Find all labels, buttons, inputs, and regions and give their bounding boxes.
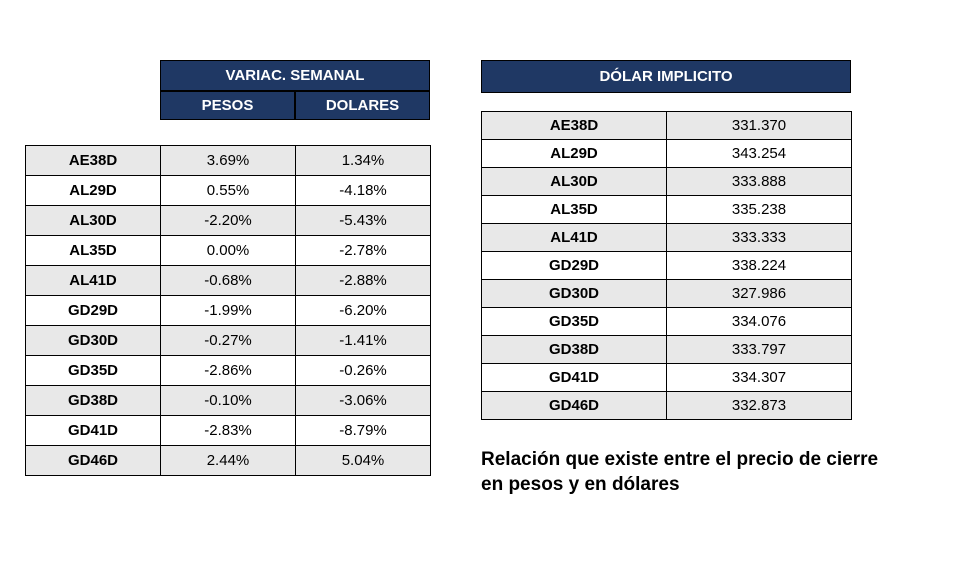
value-cell: 343.254 — [667, 140, 852, 168]
right-header: DÓLAR IMPLICITO — [481, 60, 851, 93]
dolares-cell: -0.26% — [296, 356, 431, 386]
dolar-implicito-table: AE38D331.370AL29D343.254AL30D333.888AL35… — [481, 111, 852, 420]
value-cell: 333.888 — [667, 168, 852, 196]
table-row: AL30D333.888 — [482, 168, 852, 196]
left-header-main: VARIAC. SEMANAL — [160, 60, 430, 91]
caption-text: Relación que existe entre el precio de c… — [481, 448, 881, 497]
ticker-cell: GD46D — [26, 446, 161, 476]
pesos-cell: -0.10% — [161, 386, 296, 416]
pesos-cell: 0.00% — [161, 236, 296, 266]
ticker-cell: GD29D — [26, 296, 161, 326]
left-header-row: VARIAC. SEMANAL — [25, 60, 431, 91]
value-cell: 327.986 — [667, 280, 852, 308]
table-row: GD29D-1.99%-6.20% — [26, 296, 431, 326]
ticker-cell: AE38D — [26, 146, 161, 176]
ticker-cell: AL29D — [26, 176, 161, 206]
main-container: VARIAC. SEMANAL PESOS DOLARES AE38D3.69%… — [0, 0, 980, 517]
table-row: AL30D-2.20%-5.43% — [26, 206, 431, 236]
dolares-cell: -3.06% — [296, 386, 431, 416]
table-row: AL41D333.333 — [482, 224, 852, 252]
table-row: GD30D-0.27%-1.41% — [26, 326, 431, 356]
table-row: AL35D335.238 — [482, 196, 852, 224]
header-spacer — [25, 60, 160, 91]
ticker-cell: AL41D — [26, 266, 161, 296]
pesos-cell: 0.55% — [161, 176, 296, 206]
ticker-cell: GD46D — [482, 392, 667, 420]
ticker-cell: GD29D — [482, 252, 667, 280]
dolares-cell: -2.88% — [296, 266, 431, 296]
table-row: AL35D0.00%-2.78% — [26, 236, 431, 266]
ticker-cell: AL41D — [482, 224, 667, 252]
ticker-cell: GD30D — [482, 280, 667, 308]
pesos-cell: -2.86% — [161, 356, 296, 386]
pesos-cell: -1.99% — [161, 296, 296, 326]
ticker-cell: GD35D — [482, 308, 667, 336]
variac-semanal-table: AE38D3.69%1.34%AL29D0.55%-4.18%AL30D-2.2… — [25, 145, 431, 476]
ticker-cell: AL29D — [482, 140, 667, 168]
pesos-cell: 3.69% — [161, 146, 296, 176]
value-cell: 333.797 — [667, 336, 852, 364]
ticker-cell: AE38D — [482, 112, 667, 140]
dolares-cell: -4.18% — [296, 176, 431, 206]
dolares-cell: -1.41% — [296, 326, 431, 356]
ticker-cell: GD41D — [482, 364, 667, 392]
table-row: GD35D334.076 — [482, 308, 852, 336]
ticker-cell: AL30D — [26, 206, 161, 236]
table-row: GD35D-2.86%-0.26% — [26, 356, 431, 386]
pesos-cell: -2.20% — [161, 206, 296, 236]
table-row: AL29D0.55%-4.18% — [26, 176, 431, 206]
subheader-pesos: PESOS — [160, 91, 295, 120]
subheader-dolares: DOLARES — [295, 91, 430, 120]
table-row: GD29D338.224 — [482, 252, 852, 280]
ticker-cell: GD41D — [26, 416, 161, 446]
pesos-cell: -0.27% — [161, 326, 296, 356]
table-row: AE38D331.370 — [482, 112, 852, 140]
dolares-cell: 1.34% — [296, 146, 431, 176]
ticker-cell: AL35D — [482, 196, 667, 224]
table-row: AE38D3.69%1.34% — [26, 146, 431, 176]
ticker-cell: AL35D — [26, 236, 161, 266]
table-row: GD30D327.986 — [482, 280, 852, 308]
pesos-cell: 2.44% — [161, 446, 296, 476]
dolares-cell: -5.43% — [296, 206, 431, 236]
value-cell: 334.307 — [667, 364, 852, 392]
value-cell: 335.238 — [667, 196, 852, 224]
table-row: GD46D332.873 — [482, 392, 852, 420]
dolares-cell: -2.78% — [296, 236, 431, 266]
value-cell: 331.370 — [667, 112, 852, 140]
table-row: AL29D343.254 — [482, 140, 852, 168]
dolares-cell: -8.79% — [296, 416, 431, 446]
ticker-cell: GD38D — [26, 386, 161, 416]
table-row: AL41D-0.68%-2.88% — [26, 266, 431, 296]
table-row: GD41D334.307 — [482, 364, 852, 392]
subheader-spacer — [25, 91, 160, 120]
right-section: DÓLAR IMPLICITO AE38D331.370AL29D343.254… — [481, 60, 881, 497]
table-row: GD46D2.44%5.04% — [26, 446, 431, 476]
left-section: VARIAC. SEMANAL PESOS DOLARES AE38D3.69%… — [25, 60, 431, 497]
value-cell: 334.076 — [667, 308, 852, 336]
left-subheader-row: PESOS DOLARES — [25, 91, 431, 120]
value-cell: 332.873 — [667, 392, 852, 420]
value-cell: 333.333 — [667, 224, 852, 252]
ticker-cell: GD30D — [26, 326, 161, 356]
table-row: GD41D-2.83%-8.79% — [26, 416, 431, 446]
ticker-cell: AL30D — [482, 168, 667, 196]
ticker-cell: GD35D — [26, 356, 161, 386]
table-row: GD38D-0.10%-3.06% — [26, 386, 431, 416]
ticker-cell: GD38D — [482, 336, 667, 364]
dolares-cell: 5.04% — [296, 446, 431, 476]
dolares-cell: -6.20% — [296, 296, 431, 326]
value-cell: 338.224 — [667, 252, 852, 280]
table-row: GD38D333.797 — [482, 336, 852, 364]
pesos-cell: -0.68% — [161, 266, 296, 296]
pesos-cell: -2.83% — [161, 416, 296, 446]
